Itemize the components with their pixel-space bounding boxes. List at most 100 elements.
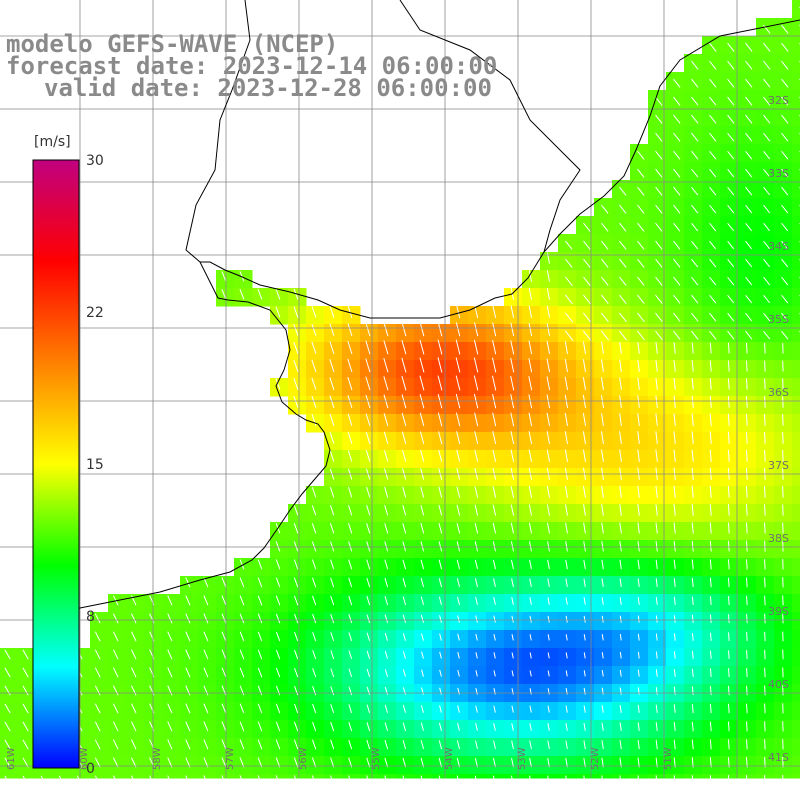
wind-arrow	[691, 342, 694, 354]
wind-arrow	[239, 271, 245, 282]
wind-arrow	[366, 541, 371, 552]
wind-arrow	[637, 359, 640, 372]
wind-arrow	[257, 775, 263, 786]
wind-arrow	[691, 150, 699, 160]
wind-arrow	[203, 631, 209, 642]
wind-arrow	[709, 276, 717, 286]
wind-arrow	[312, 739, 317, 750]
wind-arrow	[691, 168, 699, 178]
wind-arrow	[709, 204, 717, 214]
wind-arrow	[437, 322, 443, 337]
wind-arrow	[529, 775, 532, 786]
wind-arrow	[746, 632, 748, 642]
wind-arrow	[493, 740, 496, 750]
wind-arrow	[475, 670, 478, 677]
wind-arrow	[583, 775, 586, 786]
wind-arrow	[619, 395, 622, 408]
wind-arrow	[528, 376, 533, 391]
wind-arrow	[402, 722, 407, 732]
wind-arrow	[781, 114, 789, 124]
wind-arrow	[473, 357, 479, 373]
wind-arrow	[457, 651, 460, 659]
coastline-path	[39, 19, 800, 615]
wind-arrow	[475, 633, 478, 641]
wind-arrow	[456, 522, 461, 534]
wind-arrow	[600, 312, 609, 323]
wind-arrow	[745, 540, 748, 552]
colorbar-tick-22: 22	[86, 305, 104, 321]
wind-arrow	[637, 240, 645, 250]
wind-arrow	[347, 376, 353, 391]
wind-arrow	[619, 449, 622, 462]
wind-arrow	[619, 541, 622, 552]
wind-arrow	[529, 723, 532, 731]
wind-arrow	[330, 704, 335, 714]
wind-arrow	[529, 652, 532, 659]
wind-arrow	[457, 687, 460, 695]
wind-arrow	[185, 577, 191, 588]
wind-arrow	[673, 775, 676, 786]
wind-arrow	[601, 359, 604, 372]
wind-arrow	[582, 359, 586, 373]
wind-arrow	[564, 449, 568, 462]
wind-arrow	[763, 60, 771, 70]
wind-arrow	[673, 739, 676, 750]
wind-arrow	[709, 342, 712, 354]
wind-arrow	[727, 378, 730, 390]
wind-arrow	[365, 322, 371, 337]
wind-arrow	[601, 687, 604, 695]
wind-arrow	[492, 559, 496, 570]
wind-arrow	[383, 340, 389, 355]
longitude-label: 51W	[663, 747, 674, 770]
wind-arrow	[112, 649, 119, 660]
wind-arrow	[94, 649, 101, 660]
wind-cell	[792, 648, 800, 667]
wind-arrow	[475, 687, 478, 695]
wind-arrow	[420, 722, 424, 731]
wind-cell	[792, 126, 800, 145]
wind-arrow	[493, 705, 496, 713]
wind-arrow	[746, 739, 748, 750]
wind-arrow	[329, 505, 335, 516]
wind-arrow	[547, 775, 550, 786]
wind-arrow	[746, 613, 748, 624]
wind-arrow	[745, 342, 748, 354]
wind-arrow	[764, 739, 766, 750]
wind-arrow	[583, 276, 591, 286]
wind-arrow	[619, 705, 622, 713]
wind-arrow	[673, 522, 676, 534]
wind-arrow	[294, 703, 299, 714]
wind-arrow	[764, 396, 766, 408]
wind-arrow	[312, 650, 317, 660]
wind-arrow	[709, 114, 717, 124]
wind-arrow	[547, 740, 550, 750]
wind-cell	[360, 774, 379, 779]
wind-cell	[792, 504, 800, 523]
wind-arrow	[402, 669, 406, 677]
wind-arrow	[275, 306, 281, 318]
wind-arrow	[655, 722, 658, 732]
wind-arrow	[728, 614, 730, 624]
longitude-label: 58W	[152, 747, 163, 770]
wind-arrow	[167, 595, 173, 606]
wind-cell	[792, 18, 800, 37]
wind-arrow	[673, 559, 676, 570]
wind-arrow	[456, 578, 460, 588]
wind-arrow	[655, 704, 658, 713]
wind-arrow	[4, 721, 11, 732]
wind-arrow	[384, 775, 389, 786]
wind-cell	[738, 774, 757, 779]
wind-arrow	[727, 395, 730, 408]
wind-arrow	[691, 240, 699, 250]
wind-arrow	[492, 486, 497, 498]
wind-arrow	[4, 775, 11, 786]
wind-arrow	[329, 413, 335, 426]
wind-arrow	[727, 596, 730, 606]
wind-arrow	[763, 186, 771, 196]
wind-arrow	[402, 559, 407, 570]
wind-arrow	[655, 342, 658, 354]
wind-arrow	[601, 705, 604, 713]
wind-arrow	[709, 240, 717, 250]
wind-arrow	[745, 276, 753, 286]
grid-labels: 32S 33S 34S 35S 36S 37S 38S 39S 40S 41S 61W 60W 58W 5…	[6, 94, 789, 770]
